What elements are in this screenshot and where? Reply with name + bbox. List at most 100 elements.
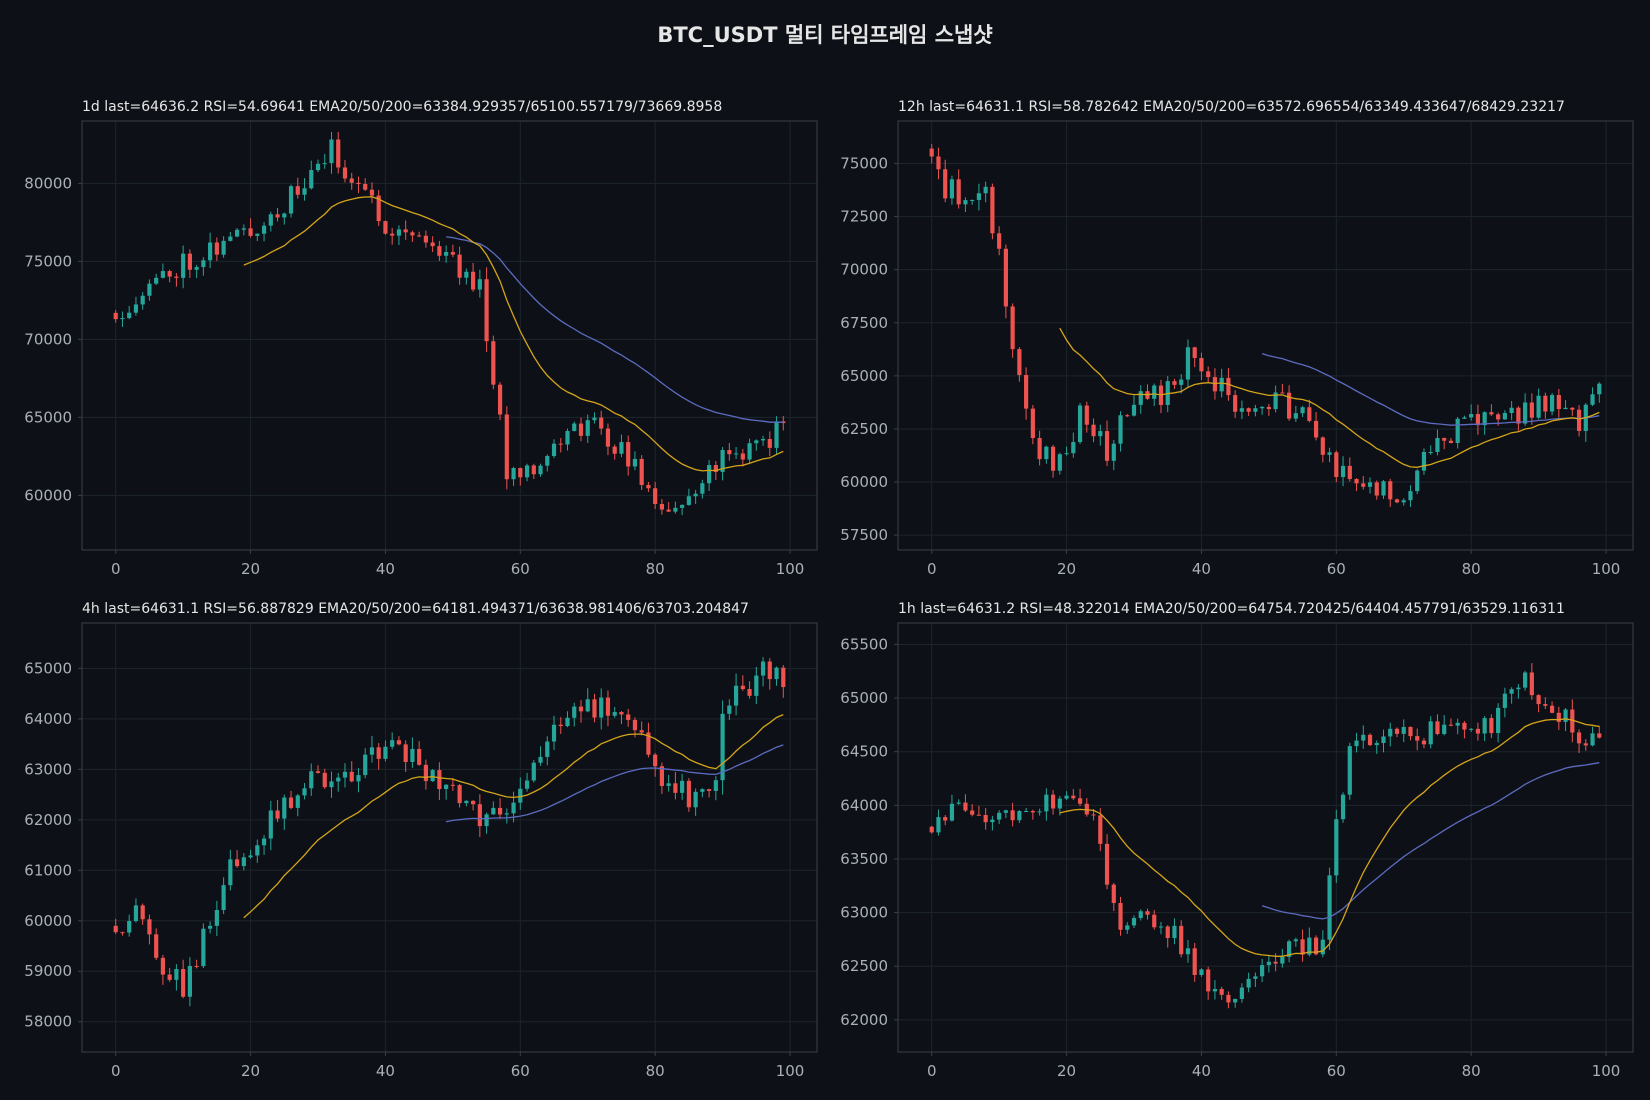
candle-body (1233, 395, 1238, 412)
candle-body (1246, 408, 1251, 412)
candle-body (342, 167, 348, 179)
candle-body (261, 225, 267, 234)
candle-body (1084, 803, 1089, 815)
candle-body (1172, 381, 1177, 385)
x-tick-label: 60 (1327, 560, 1346, 578)
candle-body (255, 845, 260, 856)
candle-body (1401, 500, 1406, 503)
candle-body (1563, 709, 1568, 722)
y-tick-label: 62500 (840, 420, 888, 438)
y-tick-label: 60000 (840, 473, 888, 491)
candle-body (1003, 810, 1008, 813)
candle-body (356, 182, 361, 184)
candle-body (497, 807, 503, 815)
y-tick-label: 60000 (24, 486, 72, 504)
x-tick-label: 100 (1592, 1062, 1621, 1080)
candle-body (1300, 939, 1305, 955)
candle-body (747, 443, 752, 460)
candle-body (423, 235, 428, 243)
ema20-line (243, 714, 784, 919)
y-tick-label: 63000 (24, 760, 72, 778)
candle-body (1219, 988, 1224, 995)
candle-body (1212, 377, 1218, 392)
candle-body (127, 312, 132, 319)
candle-body (1273, 392, 1278, 410)
candle-body (949, 179, 955, 199)
candle-body (983, 814, 988, 823)
candle-body (1152, 914, 1157, 928)
candle-body (1529, 672, 1534, 696)
candle-body (538, 465, 543, 475)
y-tick-label: 59000 (24, 962, 72, 980)
candle-body (255, 233, 260, 236)
candle-body (545, 741, 550, 757)
candle-body (120, 318, 125, 320)
candle-body (1502, 693, 1507, 708)
candle-body (605, 428, 611, 447)
grid (82, 623, 817, 1052)
candle-body (781, 667, 786, 688)
x-tick-label: 40 (376, 1062, 395, 1080)
candle-body (733, 453, 739, 455)
candle-body (1239, 408, 1244, 412)
panel-title: 4h last=64631.1 RSI=56.887829 EMA20/50/2… (82, 601, 749, 617)
x-tick-label: 0 (111, 1062, 121, 1080)
candle-body (120, 932, 125, 934)
candle-body (1570, 407, 1575, 410)
candle-body (390, 233, 395, 236)
candle-body (1044, 446, 1049, 460)
candle-body (720, 713, 725, 781)
candle-body (1334, 819, 1339, 876)
candle-body (949, 803, 955, 821)
candle-body (1381, 736, 1386, 744)
candle-body (1502, 412, 1507, 420)
candle-body (154, 934, 159, 958)
candle-body (1590, 394, 1595, 405)
candle-body (1246, 978, 1251, 988)
candle-body (1374, 743, 1379, 746)
candle-body (1138, 391, 1143, 405)
candle-body (174, 276, 179, 278)
y-tick-label: 70000 (24, 330, 72, 348)
candle-body (700, 789, 705, 792)
candle-body (288, 797, 294, 808)
candle-body (1408, 491, 1413, 501)
candle-body (1408, 726, 1413, 737)
y-tick-label: 57500 (840, 526, 888, 544)
panels: 1d last=64636.2 RSI=54.69641 EMA20/50/20… (24, 99, 1634, 1080)
candle-body (1098, 431, 1103, 437)
candle-body (976, 193, 982, 200)
candle-body (471, 800, 476, 805)
candle-body (1549, 395, 1555, 412)
axes-frame (897, 120, 1634, 551)
candle-body (1475, 728, 1480, 734)
candle-body (187, 965, 192, 997)
y-tick-label: 62000 (24, 811, 72, 829)
candle-body (315, 771, 321, 773)
candle-body (713, 465, 718, 472)
candle-body (282, 797, 287, 819)
candle-body (976, 814, 982, 816)
candle-body (477, 804, 482, 827)
candle-body (1226, 994, 1231, 1003)
candle-body (1037, 811, 1042, 813)
candle-body (1179, 379, 1184, 385)
y-tick-label: 64000 (24, 710, 72, 728)
candle-body (1320, 437, 1325, 455)
candle-body (1179, 925, 1184, 955)
candle-body (531, 465, 536, 475)
candle-body (423, 764, 428, 782)
candle-body (201, 260, 206, 268)
candle-body (646, 732, 651, 755)
candle-body (1030, 811, 1035, 813)
ema50-line (1261, 762, 1600, 920)
candle-body (1260, 965, 1265, 977)
candle-body (1374, 482, 1379, 496)
candle-body (430, 242, 435, 247)
ema50-line (445, 744, 784, 823)
x-tick-label: 60 (1327, 1062, 1346, 1080)
y-tick-label: 75000 (840, 154, 888, 172)
candle-body (1320, 939, 1325, 955)
candle-body (160, 271, 166, 278)
candle-body (504, 414, 509, 480)
